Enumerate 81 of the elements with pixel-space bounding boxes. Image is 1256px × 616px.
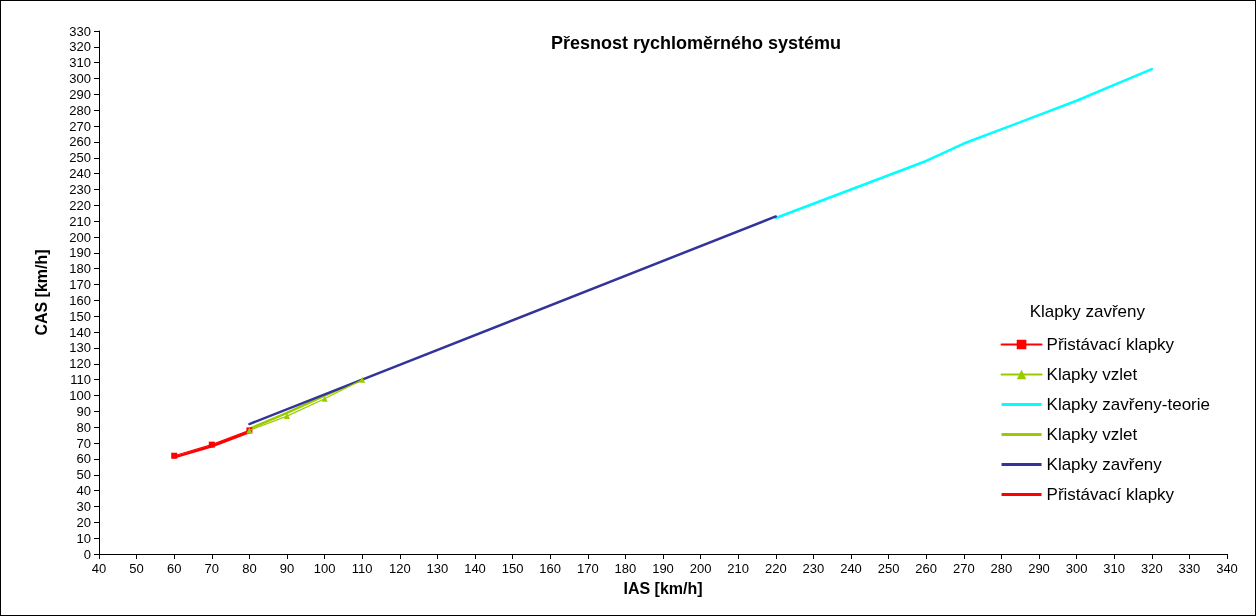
x-tick-label: 340 [1216,561,1238,576]
x-tick-label: 310 [1103,561,1126,576]
y-tick-label: 10 [76,530,91,546]
x-tick-label: 100 [313,561,336,576]
chart-title: Přesnost rychloměrného systému [550,33,842,53]
point [321,395,328,402]
point [171,452,178,459]
legend-title: Klapky zavřeny [1029,302,1146,321]
x-axis-title: IAS [km/h] [623,579,703,597]
x-tick-label: 150 [501,561,524,576]
x-tick-label: 240 [840,561,862,576]
y-tick-label: 80 [76,419,91,435]
legend-label: Klapky zavřeny-teorie [1046,395,1211,414]
y-tick-label: 100 [69,388,91,404]
x-tick-label: 160 [539,561,562,576]
x-tick-label: 250 [877,561,900,576]
x-tick-label: 280 [990,561,1013,576]
x-tick-label: 110 [351,561,373,576]
x-tick-label: 120 [388,561,411,576]
line-series [774,67,1154,220]
legend-label: Přistávací klapky [1046,335,1175,354]
y-tick-label: 170 [69,277,91,293]
x-tick-label: 80 [242,561,257,576]
x-tick-label: 140 [464,561,486,576]
y-tick-label: 290 [69,86,91,102]
y-tick-label: 180 [69,261,91,277]
y-tick-label: 250 [69,150,91,166]
y-tick-label: 200 [69,229,91,245]
y-tick-label: 300 [69,71,91,87]
x-tick-label: 290 [1028,561,1050,576]
y-tick-label: 150 [69,308,91,324]
y-tick-label: 160 [69,292,91,308]
y-tick-label: 60 [76,451,91,467]
point [359,376,366,383]
x-tick-label: 130 [426,561,449,576]
x-tick-label: 60 [166,561,182,576]
y-tick-label: 90 [76,403,91,419]
y-tick-label: 40 [76,483,91,499]
y-tick-label: 130 [69,340,91,356]
y-tick-label: 210 [69,213,91,229]
legend-label: Přistávací klapky [1046,485,1175,504]
y-tick-label: 320 [69,39,91,55]
x-tick-label: 70 [204,561,220,576]
y-tick-label: 270 [69,118,91,134]
y-tick-label: 110 [70,372,91,388]
x-tick-label: 200 [689,561,712,576]
y-tick-label: 330 [69,23,91,39]
x-tick-label: 90 [279,561,295,576]
x-tick-label: 300 [1065,561,1088,576]
x-tick-label: 210 [727,561,750,576]
legend-label: Klapky vzlet [1046,425,1138,444]
y-tick-label: 140 [69,324,91,340]
x-tick-label: 50 [129,561,144,576]
legend-label: Klapky zavřeny [1046,455,1163,474]
y-tick-label: 0 [83,546,91,562]
y-tick-label: 20 [76,514,91,530]
x-tick-label: 260 [915,561,938,576]
point [284,413,290,420]
y-tick-label: 310 [69,55,91,71]
y-tick-label: 70 [76,435,91,451]
x-tick-label: 230 [802,561,825,576]
y-tick-label: 220 [69,197,91,213]
x-tick-label: 320 [1140,561,1163,576]
y-tick-label: 50 [76,467,91,483]
x-tick-label: 180 [614,561,637,576]
x-tick-label: 270 [952,561,975,576]
y-tick-label: 280 [69,102,91,118]
y-tick-label: 260 [69,134,91,150]
x-tick-label: 330 [1178,561,1201,576]
y-tick-label: 240 [69,166,91,182]
y-tick-label: 230 [69,181,91,197]
y-tick-label: 190 [69,245,91,261]
x-tick-label: 40 [91,561,107,576]
y-tick-label: 30 [76,498,91,514]
y-tick-label: 120 [69,356,91,372]
y-axis-title: CAS [km/h] [32,249,50,336]
point [208,441,215,448]
x-tick-label: 190 [652,561,674,576]
x-tick-label: 220 [764,561,787,576]
x-tick-label: 170 [576,561,599,576]
legend-label: Klapky vzlet [1046,365,1138,384]
